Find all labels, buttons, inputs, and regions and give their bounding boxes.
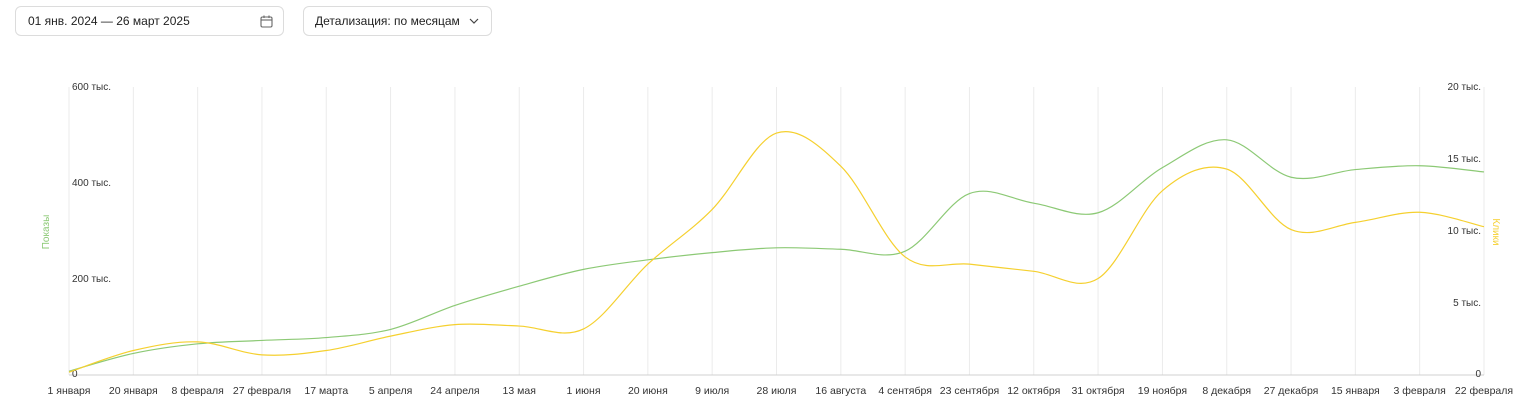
x-tick-label: 8 декабря [1202,385,1251,397]
left-tick-label: 200 тыс. [72,274,111,285]
x-tick-label: 12 октября [1007,385,1060,397]
right-axis-title: Клики [1490,218,1501,245]
right-tick-label: 5 тыс. [1453,298,1481,309]
x-tick-label: 3 февраля [1394,385,1446,397]
x-tick-label: 13 мая [503,385,536,397]
x-tick-label: 20 января [109,385,158,397]
left-axis-title: Показы [41,215,52,250]
left-tick-label: 400 тыс. [72,178,111,189]
x-tick-label: 1 января [48,385,91,397]
right-tick-label: 15 тыс. [1448,154,1481,165]
x-tick-label: 27 декабря [1264,385,1319,397]
right-tick-label: 20 тыс. [1448,82,1481,93]
x-tick-label: 1 июня [567,385,601,397]
right-tick-label: 0 [1475,369,1481,380]
left-tick-label: 0 [72,369,78,380]
date-range-value: 01 янв. 2024 — 26 март 2025 [28,14,190,28]
x-axis: 1 января 20 января 8 февраля 27 февраля 17 м… [48,385,1514,397]
x-tick-label: 16 августа [815,385,866,397]
x-tick-label: 24 апреля [430,385,479,397]
calendar-icon [259,14,273,28]
x-tick-label: 5 апреля [369,385,412,397]
date-range-picker[interactable]: 01 янв. 2024 — 26 март 2025 [15,6,284,36]
x-tick-label: 22 февраля [1455,385,1513,397]
clicks-series-line [68,131,1485,373]
x-tick-label: 15 января [1331,385,1380,397]
series-layer [68,131,1485,373]
x-tick-label: 23 сентября [940,385,999,397]
chevron-down-icon [467,14,481,28]
x-tick-label: 4 сентября [878,385,932,397]
impressions-series-line [68,139,1485,372]
detail-granularity-select[interactable]: Детализация: по месяцам [303,6,492,36]
right-axis: 0 5 тыс. 10 тыс. 15 тыс. 20 тыс. [1448,82,1482,380]
left-axis: 0 200 тыс. 400 тыс. 600 тыс. [72,82,111,380]
detail-granularity-value: Детализация: по месяцам [315,14,460,28]
chart-grid [68,87,1485,376]
x-tick-label: 8 февраля [171,385,223,397]
left-tick-label: 600 тыс. [72,82,111,93]
x-tick-label: 28 июля [757,385,797,397]
x-tick-label: 19 ноября [1138,385,1187,397]
x-tick-label: 31 октября [1072,385,1125,397]
x-tick-label: 17 марта [304,385,348,397]
x-tick-label: 20 июня [628,385,668,397]
x-tick-label: 27 февраля [233,385,291,397]
x-tick-label: 9 июля [695,385,729,397]
right-tick-label: 10 тыс. [1448,226,1481,237]
